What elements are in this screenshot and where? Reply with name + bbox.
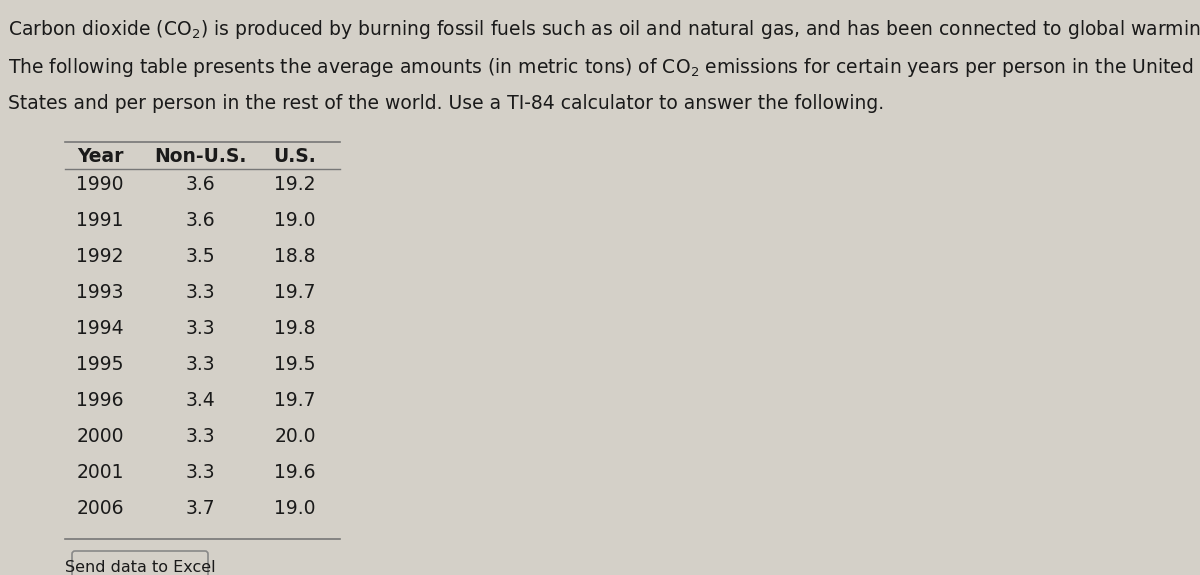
Text: Year: Year (77, 147, 124, 166)
Text: Non-U.S.: Non-U.S. (154, 147, 246, 166)
Text: 19.8: 19.8 (275, 319, 316, 338)
Text: Carbon dioxide $\left(\mathrm{CO_2}\right)$ is produced by burning fossil fuels : Carbon dioxide $\left(\mathrm{CO_2}\righ… (8, 18, 1200, 41)
Text: 19.7: 19.7 (275, 391, 316, 410)
Text: The following table presents the average amounts (in metric tons) of $\mathrm{CO: The following table presents the average… (8, 56, 1194, 79)
Text: 1996: 1996 (77, 391, 124, 410)
Text: 2000: 2000 (77, 427, 124, 446)
Text: 3.3: 3.3 (185, 355, 215, 374)
Text: 3.5: 3.5 (185, 247, 215, 266)
Text: 1994: 1994 (76, 319, 124, 338)
Text: 2006: 2006 (77, 499, 124, 518)
Text: 3.3: 3.3 (185, 427, 215, 446)
Text: 3.6: 3.6 (185, 211, 215, 230)
Text: 1995: 1995 (77, 355, 124, 374)
Text: 20.0: 20.0 (275, 427, 316, 446)
Text: 3.3: 3.3 (185, 283, 215, 302)
Text: 19.6: 19.6 (275, 463, 316, 482)
Text: 3.7: 3.7 (185, 499, 215, 518)
Text: 3.6: 3.6 (185, 175, 215, 194)
FancyBboxPatch shape (72, 551, 208, 575)
Text: 1991: 1991 (77, 211, 124, 230)
Text: 2001: 2001 (77, 463, 124, 482)
Text: 3.3: 3.3 (185, 463, 215, 482)
Text: 1993: 1993 (77, 283, 124, 302)
Text: U.S.: U.S. (274, 147, 317, 166)
Text: 19.2: 19.2 (275, 175, 316, 194)
Text: 3.4: 3.4 (185, 391, 215, 410)
Text: 19.7: 19.7 (275, 283, 316, 302)
Text: 1992: 1992 (77, 247, 124, 266)
Text: 19.5: 19.5 (275, 355, 316, 374)
Text: States and per person in the rest of the world. Use a TI-84 calculator to answer: States and per person in the rest of the… (8, 94, 884, 113)
Text: 3.3: 3.3 (185, 319, 215, 338)
Text: 1990: 1990 (77, 175, 124, 194)
Text: 19.0: 19.0 (275, 499, 316, 518)
Text: 18.8: 18.8 (275, 247, 316, 266)
Text: 19.0: 19.0 (275, 211, 316, 230)
Text: Send data to Excel: Send data to Excel (65, 559, 215, 574)
